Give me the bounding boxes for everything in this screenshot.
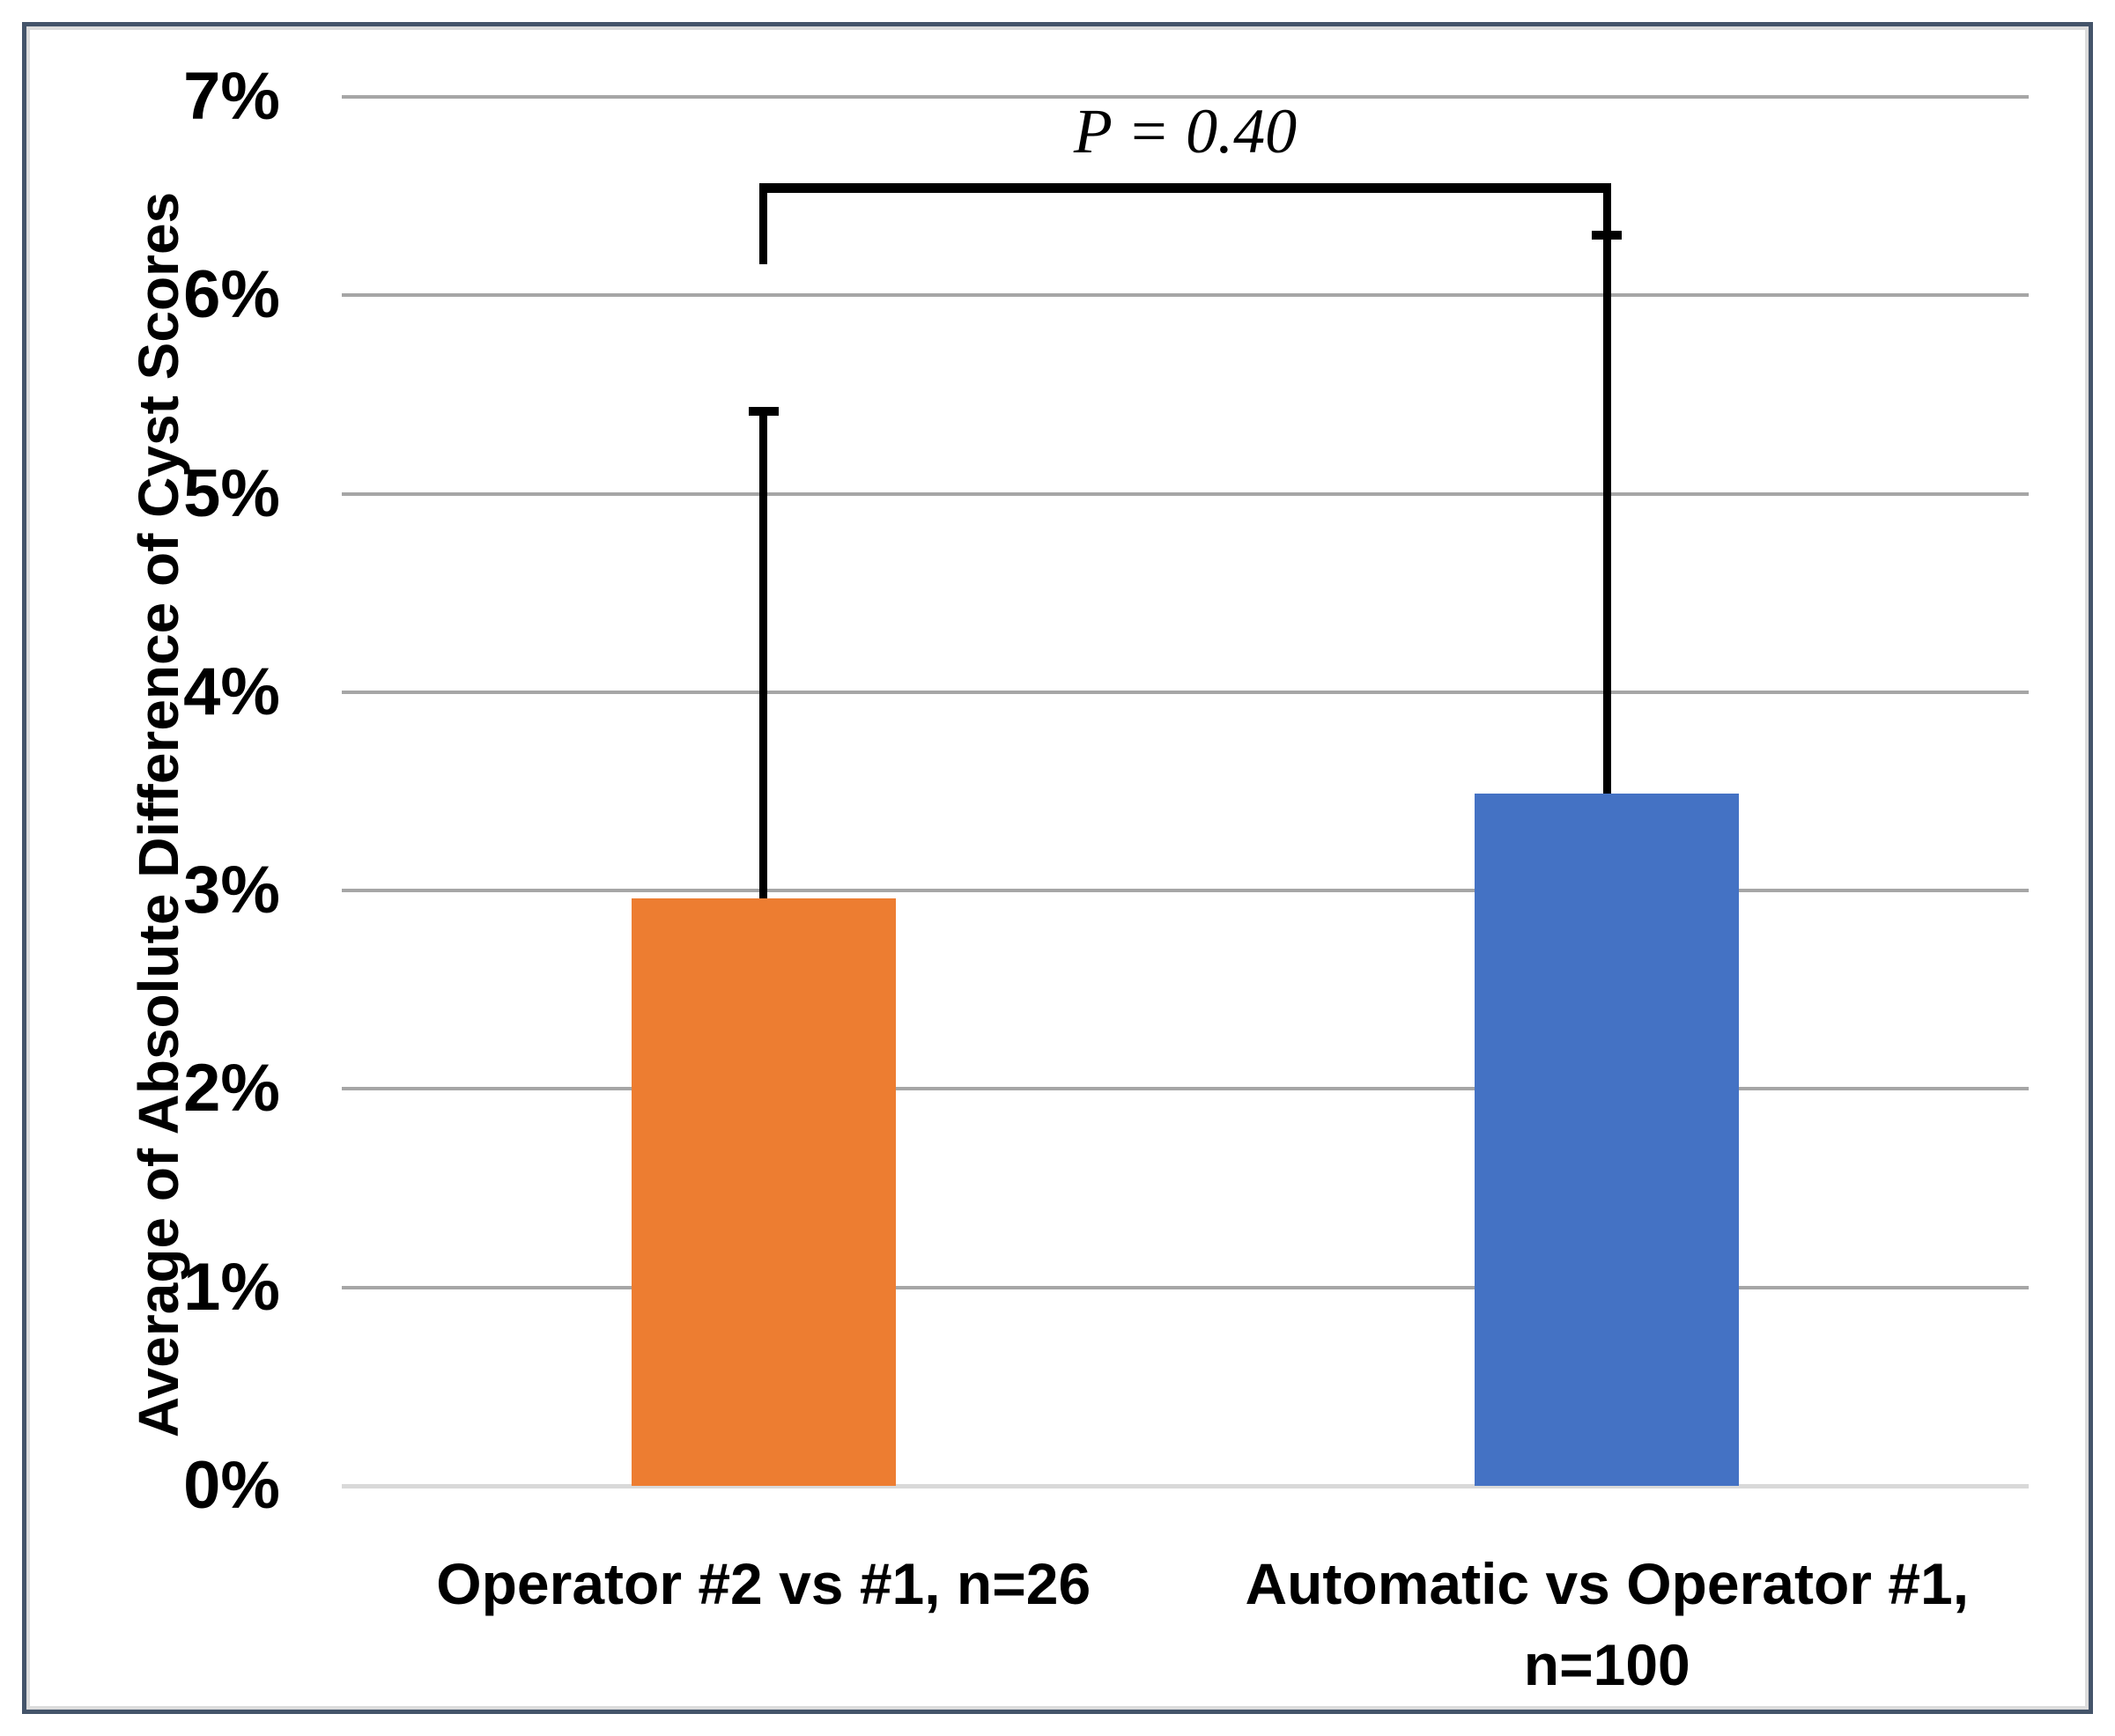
gridline	[342, 491, 2029, 496]
gridline	[342, 889, 2029, 893]
gridline	[342, 1087, 2029, 1091]
bracket-right-leg	[1602, 183, 1611, 264]
gridline	[342, 95, 2029, 99]
bar-automatic-vs-operator1	[1475, 793, 1740, 1486]
y-tick-label: 3%	[183, 853, 280, 928]
gridline	[342, 1285, 2029, 1289]
error-bar-cap	[748, 407, 779, 417]
y-tick-label: 6%	[183, 257, 280, 333]
y-tick-label: 7%	[183, 59, 280, 134]
plot-area: Average of Absolute Difference of Cyst S…	[26, 26, 2089, 1710]
gridline	[342, 293, 2029, 298]
error-bar	[1602, 235, 1611, 794]
chart-frame: Average of Absolute Difference of Cyst S…	[22, 22, 2093, 1714]
bracket-left-leg	[759, 183, 768, 264]
x-axis-label-automatic-vs-operator1: Automatic vs Operator #1, n=100	[1245, 1551, 1970, 1697]
p-value-annotation: P = 0.40	[1073, 96, 1298, 166]
bar-operator2-vs-1	[631, 898, 896, 1486]
bracket-line	[759, 183, 1611, 193]
y-tick-label: 4%	[183, 654, 280, 729]
error-bar	[759, 412, 768, 899]
y-tick-label: 5%	[183, 455, 280, 531]
x-axis-line	[342, 1484, 2029, 1489]
y-tick-label: 0%	[183, 1448, 280, 1523]
y-tick-label: 1%	[183, 1249, 280, 1325]
x-axis-label-operator2-vs-1: Operator #2 vs #1, n=26	[436, 1551, 1091, 1616]
y-tick-label: 2%	[183, 1051, 280, 1127]
gridline	[342, 690, 2029, 694]
